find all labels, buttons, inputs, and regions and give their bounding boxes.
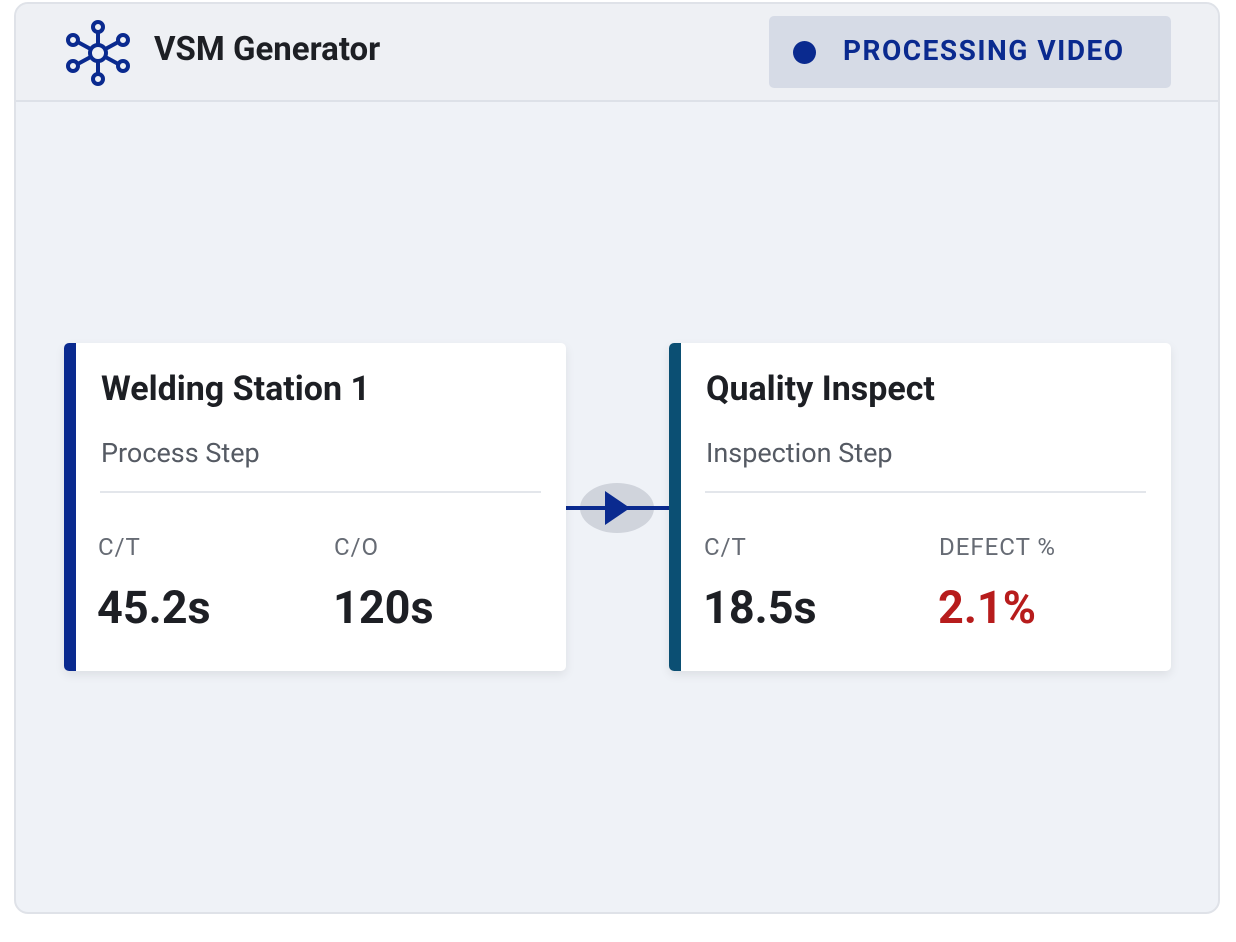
card-accent	[669, 343, 681, 671]
card-subtitle: Inspection Step	[706, 437, 893, 469]
header: VSM Generator PROCESSING VIDEO	[16, 4, 1218, 102]
metric-value: 2.1%	[938, 581, 1036, 634]
metric-label: DEFECT %	[939, 533, 1056, 561]
metric-label: C/T	[704, 533, 747, 561]
process-card[interactable]: Welding Station 1 Process Step C/T 45.2s…	[64, 343, 566, 671]
status-dot	[793, 41, 816, 64]
card-subtitle: Process Step	[101, 437, 260, 469]
card-accent	[64, 343, 76, 671]
metric-label: C/T	[98, 533, 141, 561]
process-card[interactable]: Quality Inspect Inspection Step C/T 18.5…	[669, 343, 1171, 671]
status-badge: PROCESSING VIDEO	[769, 16, 1171, 88]
metric-value: 120s	[333, 581, 434, 634]
app-title: VSM Generator	[154, 30, 381, 69]
divider	[705, 491, 1146, 493]
divider	[100, 491, 541, 493]
metric-label: C/O	[334, 533, 380, 561]
connector	[560, 483, 676, 533]
card-title: Quality Inspect	[706, 369, 935, 409]
metric-value: 18.5s	[703, 581, 817, 634]
metric-value: 45.2s	[97, 581, 211, 634]
logo-icon	[66, 20, 130, 86]
card-title: Welding Station 1	[101, 369, 371, 409]
status-text: PROCESSING VIDEO	[843, 34, 1125, 67]
